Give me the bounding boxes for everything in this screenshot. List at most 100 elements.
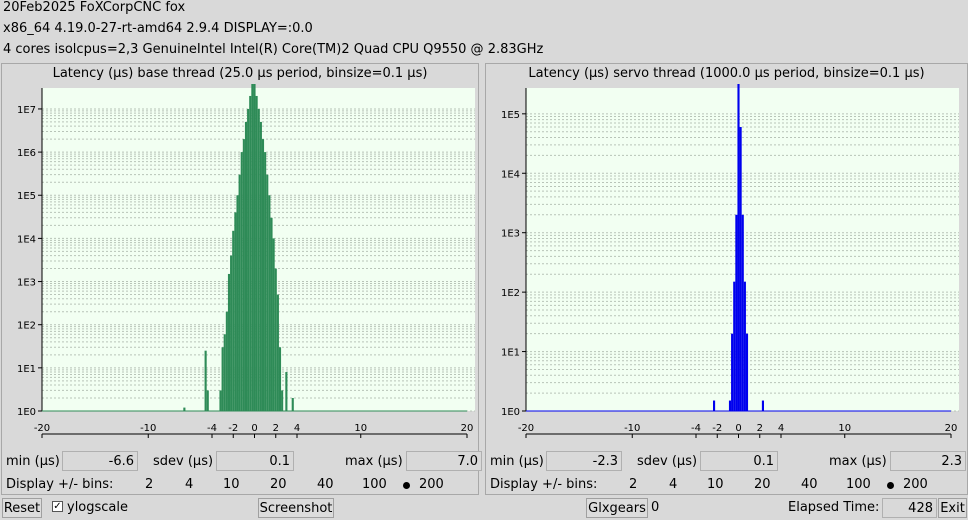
servo-y-tick-label: 1E3 xyxy=(501,229,520,240)
base-bar xyxy=(261,139,265,411)
base-bar xyxy=(223,334,226,411)
base-x-tick-label: 20 xyxy=(461,423,474,434)
servo-x-tick-label: 20 xyxy=(945,423,958,434)
servo-bins-radio-40[interactable] xyxy=(785,482,792,489)
base-bar xyxy=(206,390,209,411)
servo-chart-title: Latency (µs) servo thread (1000.0 µs per… xyxy=(528,66,925,81)
base-bins-radio-100[interactable] xyxy=(346,482,353,489)
servo-bar xyxy=(737,84,740,411)
base-bins-radio-20[interactable] xyxy=(255,482,262,489)
servo-bins-option-10[interactable]: 10 xyxy=(707,477,724,492)
base-bar xyxy=(257,108,260,412)
base-bins-option-10[interactable]: 10 xyxy=(223,477,240,492)
base-bar xyxy=(249,95,252,411)
base-bar xyxy=(232,230,235,411)
base-bar xyxy=(244,121,248,411)
base-x-tick-label: 2 xyxy=(273,423,279,434)
servo-bins-radio-4[interactable] xyxy=(653,482,660,489)
servo-max-label: max (µs) xyxy=(829,454,887,469)
servo-stats-row: min (µs) -2.3 sdev (µs) 0.1 max (µs) 2.3 xyxy=(486,451,966,473)
base-bar xyxy=(291,398,294,411)
base-bins-radio-10[interactable] xyxy=(207,482,214,489)
servo-bins-radio-200[interactable] xyxy=(887,482,894,489)
base-bins-option-200[interactable]: 200 xyxy=(419,477,444,492)
base-bar xyxy=(278,347,282,411)
servo-bar xyxy=(761,400,764,411)
base-y-tick-label: 1E4 xyxy=(17,234,36,245)
glxgears-button[interactable]: Glxgears xyxy=(586,498,648,518)
servo-bins-option-40[interactable]: 40 xyxy=(801,477,818,492)
base-bar xyxy=(276,294,279,411)
elapsed-time-value: 428 xyxy=(882,498,937,518)
servo-y-tick-label: 1E4 xyxy=(501,169,520,180)
base-bins-option-20[interactable]: 20 xyxy=(270,477,287,492)
servo-bar xyxy=(728,400,732,411)
servo-bins-option-4[interactable]: 4 xyxy=(669,477,678,492)
base-y-tick-label: 1E1 xyxy=(17,364,36,375)
servo-bar xyxy=(733,281,736,411)
servo-bar xyxy=(735,214,738,411)
base-y-tick-label: 1E3 xyxy=(17,278,36,289)
servo-bins-radio-2[interactable] xyxy=(613,482,620,489)
servo-y-tick-label: 1E2 xyxy=(501,288,520,299)
ylogscale-checkbox[interactable]: ✓ xyxy=(52,501,63,512)
base-bins-option-4[interactable]: 4 xyxy=(185,477,194,492)
base-bar xyxy=(221,347,224,411)
base-bar xyxy=(236,195,239,411)
servo-bins-label: Display +/- bins: xyxy=(490,477,598,492)
base-bar xyxy=(242,139,245,411)
servo-bins-option-20[interactable]: 20 xyxy=(754,477,771,492)
base-y-tick-label: 1E6 xyxy=(17,148,36,159)
system-cpu-info: 4 cores isolcpus=2,3 GenuineIntel Intel(… xyxy=(3,42,544,57)
servo-min-value: -2.3 xyxy=(546,451,622,471)
base-thread-panel: Latency (µs) base thread (25.0 µs period… xyxy=(1,63,482,496)
base-sdev-value: 0.1 xyxy=(216,451,294,471)
base-min-value: -6.6 xyxy=(62,451,138,471)
servo-x-tick-label: -2 xyxy=(712,423,722,434)
base-stats-row: min (µs) -6.6 sdev (µs) 0.1 max (µs) 7.0 xyxy=(2,451,482,473)
base-x-tick-label: -20 xyxy=(34,423,50,434)
base-bar xyxy=(255,95,258,411)
base-bar xyxy=(281,390,284,411)
servo-bins-radio-100[interactable] xyxy=(830,482,837,489)
base-bar xyxy=(274,268,277,411)
servo-bar xyxy=(745,333,749,411)
servo-bins-option-2[interactable]: 2 xyxy=(629,477,638,492)
servo-bins-option-100[interactable]: 100 xyxy=(846,477,871,492)
elapsed-time-label: Elapsed Time: xyxy=(788,500,880,515)
base-bins-radio-200[interactable] xyxy=(403,482,410,489)
base-bins-option-100[interactable]: 100 xyxy=(362,477,387,492)
base-bins-row: Display +/- bins: 2 4 10 20 40 100 200 xyxy=(2,474,480,496)
servo-bins-option-200[interactable]: 200 xyxy=(903,477,928,492)
base-bar xyxy=(272,238,275,411)
base-bar xyxy=(266,174,269,411)
base-y-tick-label: 1E0 xyxy=(17,407,36,418)
base-bins-option-2[interactable]: 2 xyxy=(145,477,154,492)
base-x-tick-label: 4 xyxy=(294,423,300,434)
servo-y-tick-label: 1E5 xyxy=(501,110,520,121)
servo-bins-radio-20[interactable] xyxy=(739,482,746,489)
base-bins-option-40[interactable]: 40 xyxy=(317,477,334,492)
base-sdev-label: sdev (µs) xyxy=(153,454,214,469)
servo-x-tick-label: 10 xyxy=(838,423,851,434)
exit-button[interactable]: Exit xyxy=(938,498,967,518)
servo-bar xyxy=(743,281,746,411)
base-chart-title: Latency (µs) base thread (25.0 µs period… xyxy=(52,66,428,81)
servo-bins-row: Display +/- bins: 2 4 10 20 40 100 200 xyxy=(486,474,964,496)
base-y-tick-label: 1E5 xyxy=(17,191,36,202)
servo-bins-radio-10[interactable] xyxy=(691,482,698,489)
base-bins-radio-2[interactable] xyxy=(129,482,136,489)
base-bar xyxy=(230,255,233,411)
base-x-tick-label: -4 xyxy=(207,423,217,434)
base-bins-radio-4[interactable] xyxy=(169,482,176,489)
base-bins-radio-40[interactable] xyxy=(301,482,308,489)
glxgears-count: 0 xyxy=(651,500,660,515)
base-bar xyxy=(251,84,254,411)
ylogscale-label[interactable]: ylogscale xyxy=(67,500,129,515)
screenshot-button[interactable]: Screenshot xyxy=(258,498,334,518)
base-min-label: min (µs) xyxy=(6,454,60,469)
base-bar xyxy=(225,311,228,411)
reset-button[interactable]: Reset xyxy=(2,498,42,518)
